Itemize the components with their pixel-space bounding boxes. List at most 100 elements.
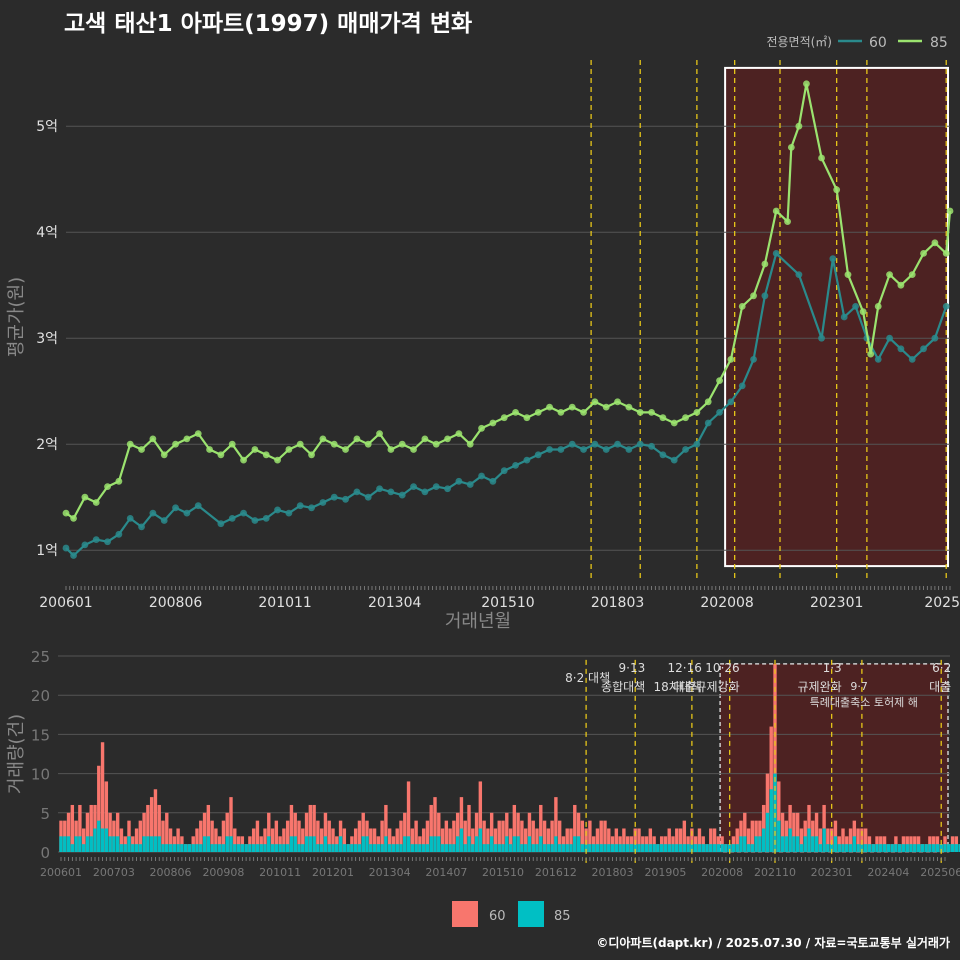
bar-60 [372,828,377,852]
bar-85 [746,844,751,852]
bar-85 [452,844,456,852]
bar-60 [607,828,611,852]
bar-85 [659,844,664,852]
series-85-point [942,250,950,257]
bar-85 [293,836,297,852]
bar-85 [134,844,139,852]
series-85-point [693,409,701,416]
series-60-point [636,440,644,448]
bar-85 [535,844,539,852]
series-60-point [92,536,100,543]
bottom-x-tick-label: 202506 [920,866,960,879]
series-85-point [115,477,123,485]
bar-85 [527,836,532,852]
bottom-y-tick-label: 10 [31,766,50,784]
series-60-point [160,517,168,524]
top-legend: 전용면적(㎡) 60 85 [766,35,947,51]
series-85-point [194,430,202,437]
bar-85 [361,836,365,852]
series-85-point [803,80,810,88]
bar-85 [123,844,127,852]
bar-85 [414,844,418,852]
series-85-point [126,440,134,448]
series-85-point [62,509,70,517]
bar-60 [709,828,713,852]
bar-60 [799,828,804,852]
top-x-axis-title: 거래년월 [445,611,511,632]
series-85-point [818,154,825,162]
bar-60 [153,789,158,852]
series-85-point [364,440,372,448]
bar-60 [557,820,562,852]
series-85-point [387,446,395,453]
bar-85 [323,836,328,852]
series-60-point [398,491,406,499]
bar-85 [312,836,316,852]
series-60-point [523,456,531,464]
bar-85 [131,844,135,852]
bar-85 [70,844,75,852]
bar-85 [319,844,324,852]
bar-60 [444,820,449,852]
series-60-point [840,313,848,321]
bar-85 [308,836,313,852]
bar-85 [852,836,857,852]
bar-60 [482,820,486,852]
bar-60 [486,828,490,852]
bar-60 [527,812,532,852]
series-60-point [466,481,474,488]
bar-85 [350,844,354,852]
bar-85 [795,836,800,852]
series-60-point [829,255,837,263]
series-60-point [772,250,780,257]
bar-60 [675,828,679,852]
bar-85 [724,844,728,852]
series-60-point [274,506,281,514]
bar-85 [327,844,331,852]
bar-85 [248,844,252,852]
bar-85 [837,844,841,852]
bar-85 [829,844,834,852]
bar-60 [293,812,297,852]
bar-60 [301,828,305,852]
series-60-point [546,446,553,453]
bar-85 [879,844,883,852]
bar-85 [901,844,906,852]
bar-85 [780,836,785,852]
bar-85 [950,844,955,852]
series-85-point [534,409,542,416]
bar-85 [199,844,203,852]
bar-60 [773,663,777,852]
bar-85 [297,844,301,852]
bar-60 [573,804,577,852]
bar-85 [229,836,233,852]
top-x-tick-label: 200601 [39,595,92,611]
series-60-point [920,345,927,353]
series-85-point [648,409,655,416]
bar-85 [357,844,362,852]
bar-85 [807,828,811,852]
bar-85 [652,844,656,852]
series-60-point [908,356,916,363]
bar-85 [897,844,902,852]
bottom-x-tick-label: 202301 [811,866,853,879]
bar-85 [236,844,241,852]
bar-85 [663,844,668,852]
series-85-point [874,303,882,310]
bar-85 [841,844,845,852]
top-x-tick-label: 201011 [258,595,311,611]
bar-85 [595,844,600,852]
bar-85 [599,844,603,852]
bar-85 [935,844,940,852]
top-x-tick-label: 202301 [810,595,863,611]
bar-85 [172,844,177,852]
policy-label: 10·26 [705,661,739,675]
bar-60 [165,812,169,852]
bar-85 [561,844,566,852]
bar-60 [648,828,653,852]
bar-85 [784,836,789,852]
legend-label-60: 60 [489,909,506,924]
bar-85 [954,844,959,852]
bar-85 [259,844,263,852]
